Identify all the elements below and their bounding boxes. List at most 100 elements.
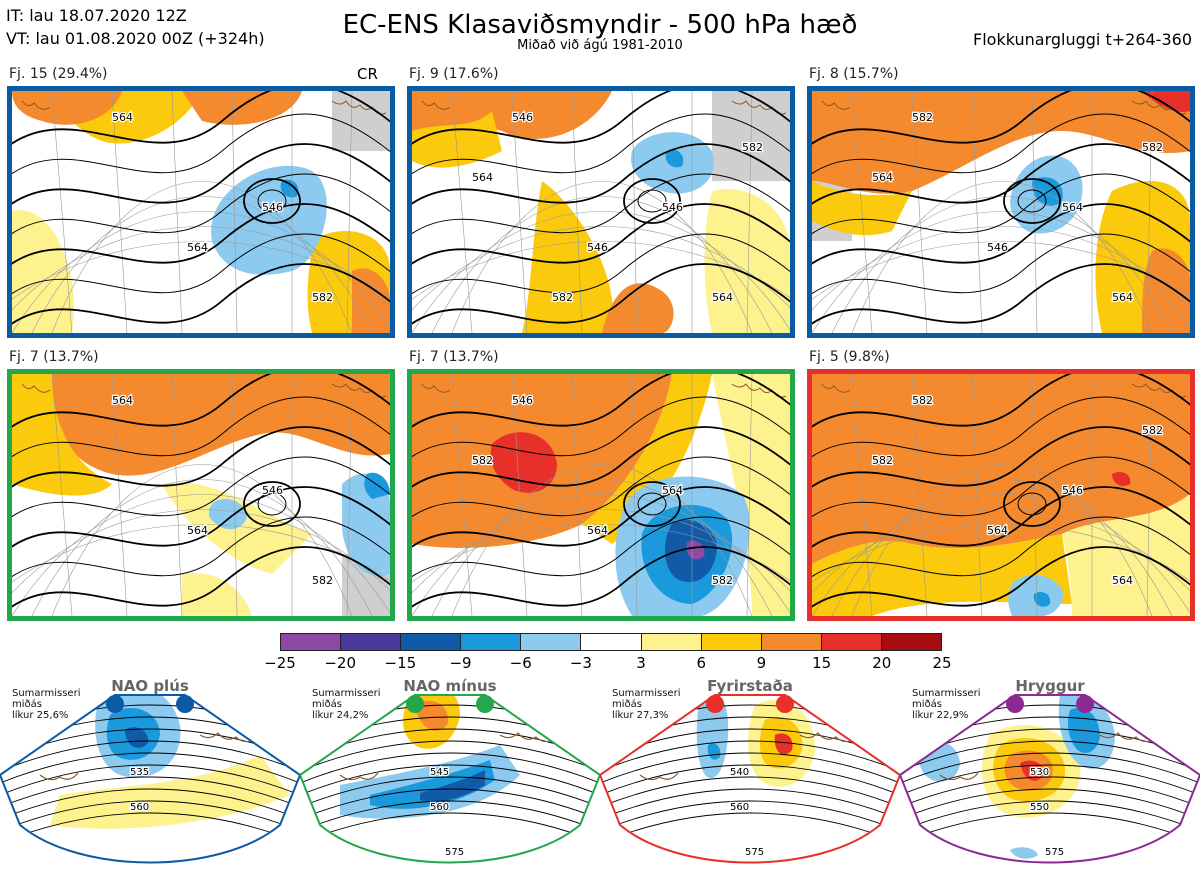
coastline [421, 383, 451, 393]
contour-label: 582 [742, 141, 763, 154]
anomaly-area [42, 374, 390, 476]
contour-label: 564 [1112, 574, 1133, 587]
panel-2-label: Fj. 9 (17.6%) [409, 66, 499, 82]
height-contour [600, 800, 900, 832]
meridian-line [1031, 374, 1038, 616]
height-contour [600, 812, 900, 844]
height-contour [412, 486, 790, 548]
regime-contour-label: 560 [430, 802, 449, 813]
anomaly-area [812, 91, 1190, 194]
height-contour [412, 143, 790, 205]
meridian-line [51, 374, 73, 616]
height-contour [0, 812, 300, 844]
height-contour [600, 788, 900, 820]
height-contour [600, 740, 900, 772]
meridian-line [451, 374, 473, 616]
contour-label: 564 [872, 171, 893, 184]
anomaly-area [182, 91, 302, 125]
height-contour [12, 203, 390, 265]
anomaly-area [774, 733, 793, 755]
low-contour [243, 178, 301, 224]
colorbar-segment [581, 634, 642, 650]
height-contour [0, 800, 300, 832]
meridian-line [111, 374, 128, 616]
regime-contour-label: 575 [1045, 847, 1064, 858]
contour-label: 546 [987, 241, 1008, 254]
regime-dot [176, 695, 194, 713]
height-contour [0, 764, 300, 796]
regime-dot [406, 695, 424, 713]
regime-map: 545 560 575 [298, 694, 602, 864]
graticule-line [412, 494, 790, 616]
meridian-line [571, 91, 583, 333]
meridian-line [1146, 91, 1153, 333]
anomaly-area [602, 283, 674, 333]
colorbar-tick: −6 [509, 654, 532, 672]
regime-dot [106, 695, 124, 713]
graticule-line [851, 464, 1153, 616]
regime-3: 540 560 575 Fyrirstaða Sumarmisseri miðás líku… [598, 675, 902, 875]
panel-1-tag: CR [357, 65, 378, 83]
colorbar-segment [881, 634, 942, 650]
contour-label: 582 [552, 291, 573, 304]
meridian-line [231, 91, 238, 333]
regime-dot [776, 695, 794, 713]
height-contour [900, 812, 1200, 844]
meridian-line [571, 374, 583, 616]
meridian-line [851, 91, 873, 333]
regime-note: Sumarmisseri miðás líkur 25,6% [12, 688, 80, 721]
height-contour [12, 486, 390, 548]
regime-note-line: Sumarmisseri [12, 688, 81, 699]
coastline [939, 732, 1157, 781]
regime-dot [1076, 695, 1094, 713]
height-contour [600, 764, 900, 796]
height-contour [300, 764, 600, 796]
anomaly-area [707, 743, 721, 760]
height-contour [812, 173, 1190, 235]
height-contour [12, 396, 390, 458]
height-contour [412, 396, 790, 458]
graticule-line [851, 181, 1153, 333]
regime-name: Hryggur [1015, 677, 1085, 695]
contour-label: 546 [662, 201, 683, 214]
height-contour [900, 752, 1200, 784]
meridian-line [511, 374, 528, 616]
panel-3-label: Fj. 8 (15.7%) [809, 66, 899, 82]
regime-contour-label: 535 [130, 767, 149, 778]
graticule-line [51, 181, 353, 333]
graticule-line [451, 181, 753, 333]
graticule-line [12, 211, 390, 333]
low-contour [1003, 178, 1061, 224]
height-contour [412, 113, 790, 175]
cluster-panel-6: 582 546 564 564 582 582 [807, 369, 1195, 621]
cluster-panel-2: 546 546 546 564 564 582 582 [407, 86, 795, 338]
regime-note-line: líkur 24,2% [312, 710, 369, 721]
coastline [821, 100, 851, 110]
height-contour [412, 263, 790, 325]
colorbar-tick: 3 [636, 654, 646, 672]
low-contour [243, 481, 301, 527]
graticule-line [812, 494, 1190, 616]
regime-contour-label: 540 [730, 767, 749, 778]
height-contour [0, 752, 300, 784]
regime-dot [476, 695, 494, 713]
contour-label: 564 [112, 394, 133, 407]
height-contour [600, 776, 900, 808]
anomaly-area [712, 374, 790, 616]
contour-label: 582 [912, 111, 933, 124]
meridian-line [111, 91, 128, 333]
regime-note-line: líkur 22,9% [912, 710, 969, 721]
cluster-map-6: 582 546 564 564 582 582 [812, 374, 1190, 616]
height-contour [412, 233, 790, 295]
meridian-line [51, 91, 73, 333]
low-contour [1003, 481, 1061, 527]
contour-label: 564 [1062, 201, 1083, 214]
colorbar-segment [521, 634, 582, 650]
meridian-line [346, 374, 353, 616]
height-contour [812, 203, 1190, 265]
regime-name: NAO mínus [403, 677, 497, 695]
anomaly-colorbar [280, 633, 942, 651]
colorbar-tick: 15 [812, 654, 832, 672]
meridian-line [971, 374, 983, 616]
contour-label: 546 [262, 201, 283, 214]
